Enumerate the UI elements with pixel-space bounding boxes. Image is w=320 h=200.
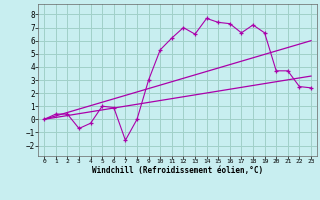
X-axis label: Windchill (Refroidissement éolien,°C): Windchill (Refroidissement éolien,°C) (92, 166, 263, 175)
